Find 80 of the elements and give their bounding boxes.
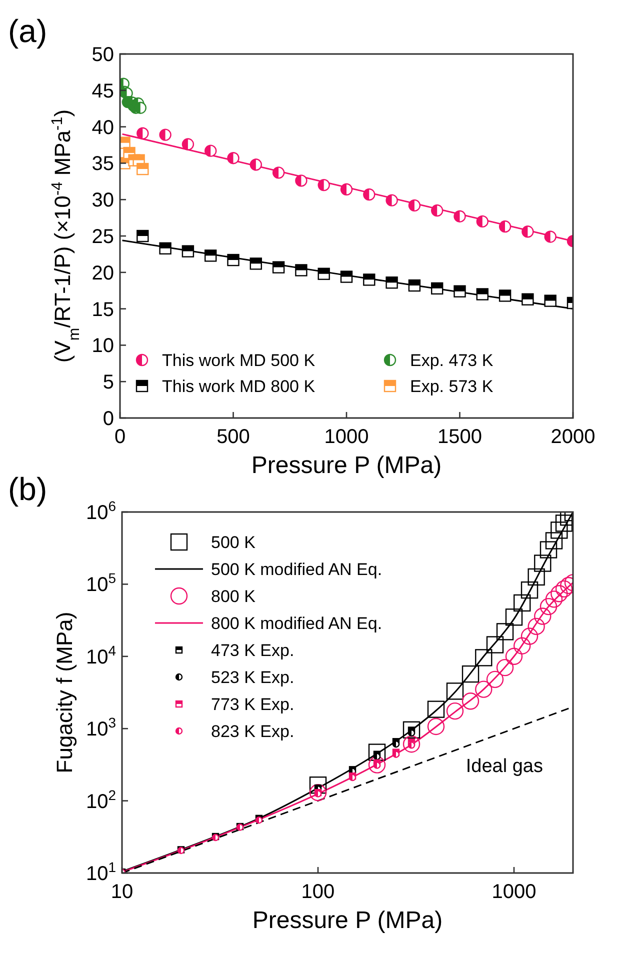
point bbox=[250, 158, 262, 171]
point bbox=[476, 215, 488, 228]
x-tick-label: 2000 bbox=[550, 426, 596, 448]
point bbox=[204, 250, 217, 262]
point bbox=[159, 128, 172, 141]
point bbox=[544, 294, 556, 307]
point bbox=[295, 174, 308, 187]
point bbox=[498, 220, 512, 233]
legend-label: 523 K Exp. bbox=[211, 668, 294, 687]
point bbox=[182, 245, 194, 258]
y-tick-label: 25 bbox=[92, 226, 114, 248]
x-tick-label: 1000 bbox=[492, 881, 536, 903]
point bbox=[386, 276, 398, 289]
point bbox=[250, 258, 262, 270]
y-tick-label: 50 bbox=[92, 44, 114, 66]
point bbox=[454, 210, 466, 222]
legend-label: 473 K Exp. bbox=[211, 641, 294, 660]
x-axis-title: Pressure P (MPa) bbox=[251, 452, 442, 479]
legend-label: 500 K modified AN Eq. bbox=[211, 560, 382, 579]
point bbox=[182, 138, 194, 150]
point bbox=[204, 144, 217, 157]
y-tick-label: 20 bbox=[92, 262, 114, 284]
legend-label: 800 K bbox=[211, 587, 256, 606]
x-tick-label: 1000 bbox=[324, 426, 369, 448]
point bbox=[295, 264, 308, 276]
y-tick-label: 10$^{2}$ bbox=[86, 786, 116, 813]
y-tick-label: 45 bbox=[92, 80, 114, 102]
x-tick-label: 1500 bbox=[438, 426, 482, 448]
point bbox=[431, 282, 444, 295]
point bbox=[159, 242, 172, 254]
y-tick-label: 0 bbox=[102, 408, 114, 430]
legend-label: Exp. 573 K bbox=[410, 377, 494, 396]
point bbox=[408, 279, 421, 292]
y-tick-label: 10$^{3}$ bbox=[86, 714, 116, 741]
y-tick-label: 30 bbox=[92, 190, 114, 212]
point bbox=[272, 166, 285, 179]
legend-label: This work MD 500 K bbox=[162, 351, 316, 370]
y-tick-label: 5 bbox=[102, 372, 114, 394]
point bbox=[454, 285, 466, 298]
y-tick-label: 10$^{4}$ bbox=[86, 642, 116, 668]
point bbox=[386, 194, 398, 206]
legend-label: 800 K modified AN Eq. bbox=[211, 614, 382, 633]
chart-title: (a) bbox=[8, 13, 48, 49]
point bbox=[136, 162, 149, 176]
y-tick-label: 10$^{5}$ bbox=[86, 570, 116, 596]
legend-label: Exp. 473 K bbox=[410, 351, 494, 370]
point bbox=[340, 183, 353, 196]
point bbox=[227, 254, 240, 266]
point bbox=[134, 102, 146, 114]
y-tick-label: 15 bbox=[92, 298, 114, 321]
point bbox=[318, 268, 330, 280]
point bbox=[318, 178, 330, 192]
y-tick-label: 10$^{6}$ bbox=[86, 498, 116, 524]
point bbox=[498, 290, 512, 302]
x-tick-label: 100 bbox=[301, 881, 335, 903]
y-tick-label: 10$^{1}$ bbox=[86, 859, 116, 885]
legend-label: This work MD 800 K bbox=[162, 377, 316, 396]
point bbox=[363, 274, 376, 286]
point bbox=[522, 293, 534, 306]
x-axis-title: Pressure P (MPa) bbox=[252, 907, 443, 934]
point bbox=[522, 226, 534, 238]
point bbox=[136, 127, 149, 140]
y-tick-label: 35 bbox=[92, 153, 114, 176]
chart-title: (b) bbox=[8, 471, 48, 507]
legend-label: 500 K bbox=[211, 533, 256, 552]
point bbox=[408, 199, 421, 212]
point bbox=[136, 230, 149, 242]
point bbox=[431, 204, 444, 217]
legend-label: 823 K Exp. bbox=[211, 722, 294, 741]
point bbox=[363, 188, 376, 201]
point bbox=[272, 261, 285, 274]
annotation: Ideal gas bbox=[466, 756, 543, 777]
x-tick-label: 500 bbox=[216, 426, 250, 448]
point bbox=[227, 152, 240, 164]
y-tick-label: 10 bbox=[92, 335, 114, 358]
point bbox=[476, 288, 488, 300]
y-tick-label: 40 bbox=[92, 116, 114, 139]
legend-label: 773 K Exp. bbox=[211, 695, 294, 714]
point bbox=[544, 230, 556, 243]
y-axis-title: Fugacity f (MPa) bbox=[52, 612, 77, 774]
